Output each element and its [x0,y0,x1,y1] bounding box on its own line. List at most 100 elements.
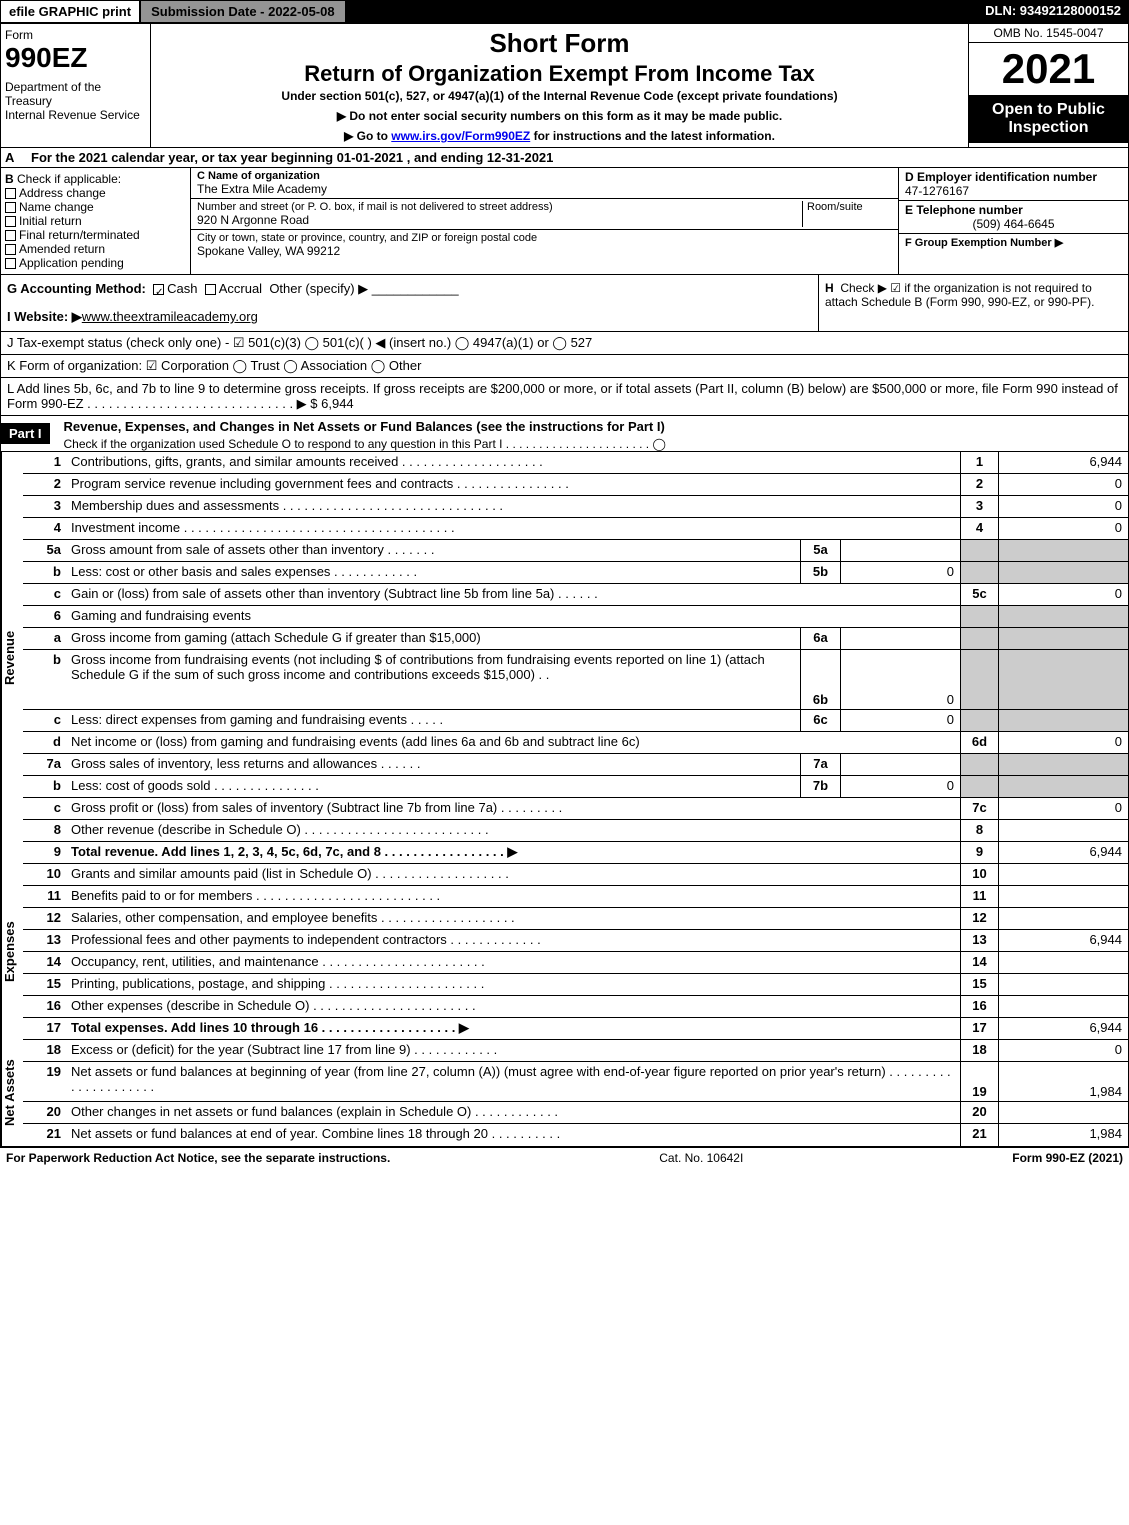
l12-box: 12 [960,908,998,929]
l11-desc: Benefits paid to or for members . . . . … [67,886,960,907]
website-value: www.theextramileacademy.org [82,309,258,324]
page-footer: For Paperwork Reduction Act Notice, see … [0,1147,1129,1168]
g-cash: Cash [167,281,197,296]
l7a-val [998,754,1128,775]
l1-box: 1 [960,452,998,473]
l10-num: 10 [23,864,67,885]
revenue-section: Revenue 1Contributions, gifts, grants, a… [0,452,1129,864]
l11-val [998,886,1128,907]
l12-num: 12 [23,908,67,929]
chk-final: Final return/terminated [19,228,140,242]
l7b-val [998,776,1128,797]
l5b-num: b [23,562,67,583]
b-title: Check if applicable: [17,172,121,186]
sidebar-revenue: Revenue [1,452,23,864]
l17-val: 6,944 [998,1018,1128,1039]
l7c-box: 7c [960,798,998,819]
l15-num: 15 [23,974,67,995]
l19-box: 19 [960,1062,998,1101]
l19-num: 19 [23,1062,67,1101]
l7a-num: 7a [23,754,67,775]
footer-left: For Paperwork Reduction Act Notice, see … [6,1151,390,1165]
l13-box: 13 [960,930,998,951]
l6a-desc: Gross income from gaming (attach Schedul… [67,628,800,649]
l5c-desc: Gain or (loss) from sale of assets other… [67,584,960,605]
tax-year: 2021 [969,43,1128,95]
l6a-s1: 6a [800,628,840,649]
l6c-s2: 0 [840,710,960,731]
l16-val [998,996,1128,1017]
footer-cat: Cat. No. 10642I [659,1151,743,1165]
l5b-desc: Less: cost or other basis and sales expe… [67,562,800,583]
part-i-check: Check if the organization used Schedule … [58,437,1128,451]
g-other: Other (specify) ▶ [269,281,368,296]
l7b-desc: Less: cost of goods sold . . . . . . . .… [67,776,800,797]
l9-num: 9 [23,842,67,863]
l18-val: 0 [998,1040,1128,1061]
return-title: Return of Organization Exempt From Incom… [155,61,964,87]
l7c-val: 0 [998,798,1128,819]
irs-label: Internal Revenue Service [5,108,146,122]
line-k: K Form of organization: ☑ Corporation ◯ … [0,355,1129,378]
l6a-box [960,628,998,649]
l5b-s2: 0 [840,562,960,583]
l5b-val [998,562,1128,583]
l10-box: 10 [960,864,998,885]
l7b-box [960,776,998,797]
l1-desc: Contributions, gifts, grants, and simila… [67,452,960,473]
l7a-desc: Gross sales of inventory, less returns a… [67,754,800,775]
l18-box: 18 [960,1040,998,1061]
h-label: H [825,281,834,295]
line-a: A For the 2021 calendar year, or tax yea… [0,148,1129,168]
l9-box: 9 [960,842,998,863]
l6d-box: 6d [960,732,998,753]
c-name-label: C Name of organization [197,170,892,182]
l3-val: 0 [998,496,1128,517]
l7b-num: b [23,776,67,797]
l6d-desc: Net income or (loss) from gaming and fun… [67,732,960,753]
l20-box: 20 [960,1102,998,1123]
l5c-val: 0 [998,584,1128,605]
g-label: G Accounting Method: [7,281,146,296]
l8-box: 8 [960,820,998,841]
part-i-title: Revenue, Expenses, and Changes in Net As… [58,416,1128,437]
group-exempt-label: F Group Exemption Number ▶ [905,236,1122,249]
ssn-note: ▶ Do not enter social security numbers o… [155,109,964,123]
l7c-num: c [23,798,67,819]
l8-num: 8 [23,820,67,841]
chk-name: Name change [19,200,94,214]
l5b-box [960,562,998,583]
street-value: 920 N Argonne Road [197,213,802,227]
l5a-num: 5a [23,540,67,561]
l21-box: 21 [960,1124,998,1146]
l10-val [998,864,1128,885]
l10-desc: Grants and similar amounts paid (list in… [67,864,960,885]
l3-box: 3 [960,496,998,517]
dept-label: Department of the Treasury [5,80,146,108]
l5b-s1: 5b [800,562,840,583]
l6b-s1: 6b [800,650,840,709]
form-number: 990EZ [5,42,146,74]
i-label: I Website: ▶ [7,309,82,324]
l16-num: 16 [23,996,67,1017]
chk-pending: Application pending [19,256,124,270]
l11-num: 11 [23,886,67,907]
top-bar: efile GRAPHIC print Submission Date - 20… [0,0,1129,23]
under-section: Under section 501(c), 527, or 4947(a)(1)… [155,89,964,103]
l5a-s1: 5a [800,540,840,561]
omb-number: OMB No. 1545-0047 [969,24,1128,43]
irs-link[interactable]: www.irs.gov/Form990EZ [391,129,530,143]
section-b-through-f: B Check if applicable: Address change Na… [0,168,1129,275]
l13-desc: Professional fees and other payments to … [67,930,960,951]
l7c-desc: Gross profit or (loss) from sales of inv… [67,798,960,819]
form-label: Form [5,28,146,42]
efile-label: efile GRAPHIC print [0,0,140,23]
l4-val: 0 [998,518,1128,539]
l6d-val: 0 [998,732,1128,753]
part-i-header: Part I Revenue, Expenses, and Changes in… [0,416,1129,452]
phone-value: (509) 464-6645 [905,217,1122,231]
l4-desc: Investment income . . . . . . . . . . . … [67,518,960,539]
l6d-num: d [23,732,67,753]
l14-val [998,952,1128,973]
sidebar-expenses: Expenses [1,864,23,1040]
